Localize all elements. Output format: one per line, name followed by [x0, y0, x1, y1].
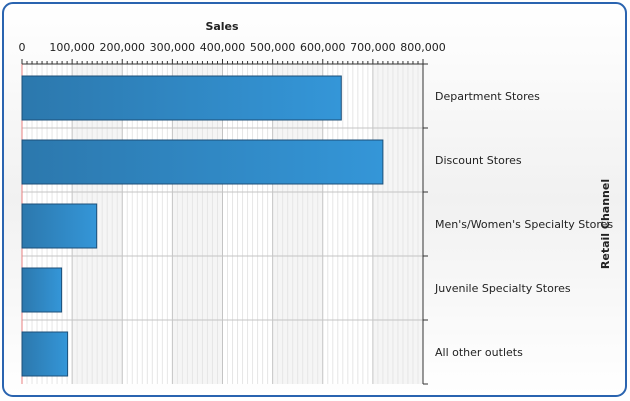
bar: [21, 75, 342, 121]
x-tick-label: 400,000: [200, 41, 246, 54]
x-tick-label: 700,000: [350, 41, 396, 54]
axes: Department Stores Discount Stores Men's/Wo…: [19, 41, 613, 385]
category-label: Men's/Women's Specialty Stores: [435, 218, 613, 231]
category-label: Juvenile Specialty Stores: [434, 282, 571, 295]
x-tick-label: 0: [19, 41, 26, 54]
x-tick-label: 500,000: [250, 41, 296, 54]
x-tick-label: 200,000: [100, 41, 146, 54]
x-tick-label: 300,000: [150, 41, 196, 54]
x-tick-label: 600,000: [300, 41, 346, 54]
x-tick-label: 100,000: [49, 41, 95, 54]
bar: [21, 331, 69, 377]
bar: [21, 203, 98, 249]
bar: [21, 139, 384, 185]
category-label: Discount Stores: [435, 154, 522, 167]
category-label: Department Stores: [435, 90, 540, 103]
category-label: All other outlets: [435, 346, 523, 359]
bars: [21, 75, 384, 377]
y-axis-title: Retail Channel: [599, 179, 612, 269]
x-axis-title: Sales: [205, 20, 239, 33]
bar: [21, 267, 63, 313]
x-tick-label: 800,000: [400, 41, 446, 54]
